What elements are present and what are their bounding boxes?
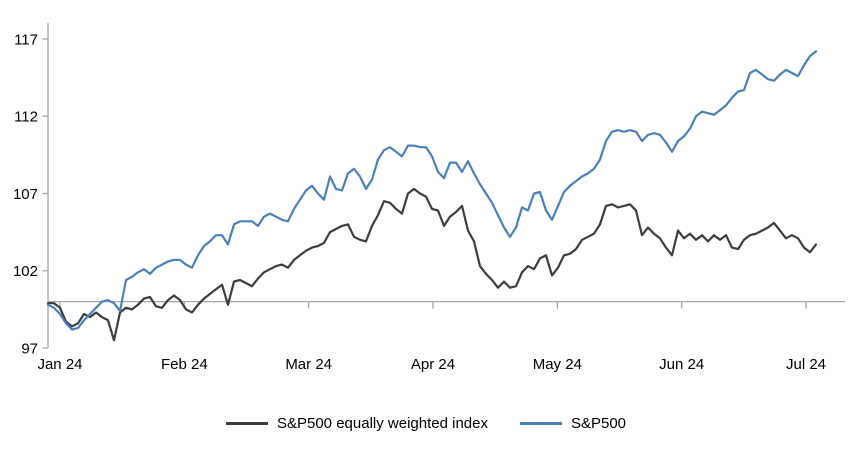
legend-item-sp500: S&P500 <box>519 414 627 432</box>
x-tick-label: Feb 24 <box>161 356 208 373</box>
legend: S&P500 equally weighted index S&P500 <box>0 411 852 435</box>
x-tick-label: Jul 24 <box>786 356 826 373</box>
y-tick-label: 117 <box>14 31 38 48</box>
y-tick-label: 107 <box>13 186 38 203</box>
series-line-equal-weight <box>46 187 818 342</box>
x-tick-label: May 24 <box>533 356 582 373</box>
legend-label-equal-weight: S&P500 equally weighted index <box>276 414 488 432</box>
series-line-sp500 <box>46 50 818 331</box>
legend-swatch-sp500 <box>519 421 562 425</box>
x-tick-label: Apr 24 <box>411 356 455 373</box>
y-tick-label: 97 <box>21 340 38 357</box>
x-tick-label: Mar 24 <box>285 356 332 373</box>
y-tick-label: 112 <box>14 109 38 126</box>
x-tick-label: Jan 24 <box>37 356 82 373</box>
y-tick-label: 102 <box>13 263 38 280</box>
legend-label-sp500: S&P500 <box>570 414 627 432</box>
legend-swatch-equal-weight <box>225 421 268 425</box>
x-tick-label: Jun 24 <box>659 356 704 373</box>
legend-item-equal-weight: S&P500 equally weighted index <box>225 414 488 432</box>
